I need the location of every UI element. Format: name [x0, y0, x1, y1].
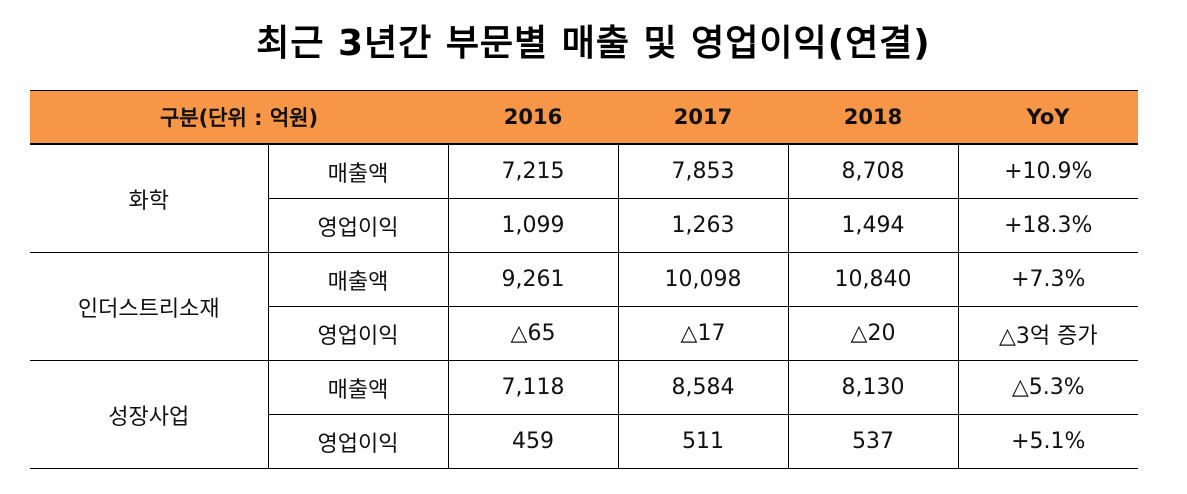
value-cell: 7,853: [617, 143, 789, 199]
value-cell: +7.3%: [957, 252, 1139, 307]
value-cell: 10,098: [617, 252, 789, 307]
row-label: 매출액: [267, 360, 449, 415]
row-label: 영업이익: [268, 306, 449, 361]
header-cell: 2016: [448, 90, 619, 145]
value-cell: +5.1%: [957, 414, 1139, 469]
data-row: 성장사업 매출액 7,118 8,584 8,130 △5.3%: [30, 360, 1139, 469]
row-label: 매출액: [267, 252, 449, 307]
value-cell: 8,584: [617, 360, 789, 415]
data-table: 구분(단위 : 억원) 2016 2017 2018 YoY 화학 매출액 7,215 7,8…: [30, 90, 1139, 469]
value-cell: △5.3%: [957, 360, 1139, 415]
row-label: 영업이익: [268, 414, 449, 469]
value-cell: △65: [447, 306, 619, 361]
group-name: 성장사업: [30, 360, 269, 469]
value-cell: 8,130: [787, 360, 959, 415]
header-cell: YoY: [958, 90, 1139, 145]
group-name: 화학: [30, 143, 269, 253]
data-row: 영업이익 △65 △17 △20 △3억 증가: [30, 306, 1139, 361]
value-cell: 537: [787, 414, 959, 469]
value-cell: 10,840: [787, 252, 959, 307]
header-row: 구분(단위 : 억원) 2016 2017 2018 YoY: [30, 90, 1139, 145]
row-label: 영업이익: [268, 198, 449, 253]
value-cell: 7,118: [447, 360, 619, 415]
value-cell: △20: [787, 306, 959, 361]
value-cell: 459: [447, 414, 619, 469]
data-row: 화학 매출액 7,215 7,853 8,708 +10.9%: [30, 143, 1139, 253]
value-cell: 1,099: [447, 198, 619, 253]
value-cell: +10.9%: [957, 143, 1139, 199]
header-cell: 2018: [788, 90, 959, 145]
row-label: 매출액: [267, 143, 449, 199]
data-row: 인더스트리소재 매출액 9,261 10,098 10,840 +7.3%: [30, 252, 1139, 361]
header-cell: 구분(단위 : 억원): [30, 90, 449, 145]
value-cell: 9,261: [447, 252, 619, 307]
value-cell: +18.3%: [957, 198, 1139, 253]
header-cell: 2017: [618, 90, 789, 145]
value-cell: 8,708: [787, 143, 959, 199]
value-cell: 511: [617, 414, 789, 469]
data-row: 영업이익 459 511 537 +5.1%: [30, 414, 1139, 469]
value-cell: 1,263: [617, 198, 789, 253]
group-name: 인더스트리소재: [30, 252, 269, 361]
value-cell: △17: [617, 306, 789, 361]
value-cell: △3억 증가: [957, 306, 1139, 361]
title: 최근 3년간 부문별 매출 및 영업이익(연결): [256, 23, 931, 64]
value-cell: 7,215: [447, 143, 619, 199]
data-row: 영업이익 1,099 1,263 1,494 +18.3%: [30, 198, 1139, 253]
value-cell: 1,494: [787, 198, 959, 253]
